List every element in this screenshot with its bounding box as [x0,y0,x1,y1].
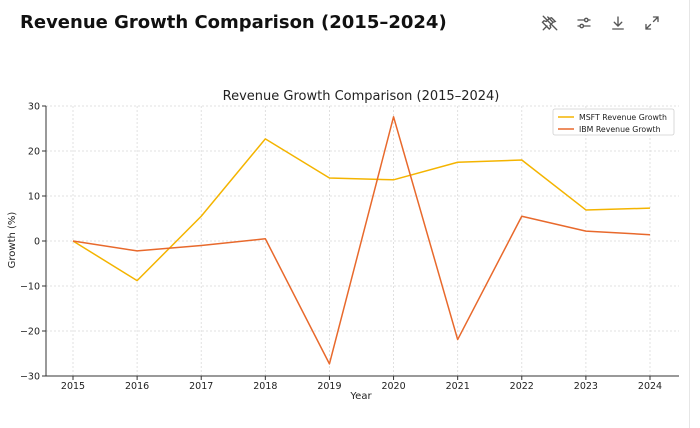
series-lines [72,116,651,365]
x-tick-label: 2021 [446,381,470,392]
series-line-ibm [72,116,651,365]
chart-toolbar [540,13,662,33]
x-tick-label: 2023 [574,381,598,392]
legend: MSFT Revenue Growth IBM Revenue Growth [552,108,675,136]
series-line-msft [72,138,651,282]
x-tick-label: 2019 [317,381,341,392]
y-tick-label: 20 [28,147,40,158]
x-tick-label: 2022 [510,381,534,392]
expand-button[interactable] [642,13,662,33]
x-tick-label: 2020 [381,381,405,392]
y-tick-label: −30 [20,372,40,383]
axes: 2015 2016 2017 2018 2019 2020 2021 2022 2023 2024… [20,102,679,392]
x-tick-label: 2018 [253,381,277,392]
y-tick-label: −20 [20,327,40,338]
x-tick-label: 2015 [61,381,85,392]
legend-label: MSFT Revenue Growth [579,113,667,122]
page-title: Revenue Growth Comparison (2015–2024) [20,12,447,33]
y-tick-label: 30 [28,102,40,113]
y-tick-label: 0 [34,237,40,248]
legend-label: IBM Revenue Growth [579,125,661,134]
download-button[interactable] [608,13,628,33]
legend-box [552,108,675,136]
expand-icon [645,16,659,30]
x-tick-label: 2017 [189,381,213,392]
y-axis-label: Growth (%) [7,212,18,269]
x-axis-label: Year [349,391,372,402]
chart-title: Revenue Growth Comparison (2015–2024) [223,89,500,104]
unpin-button[interactable] [540,13,560,33]
x-tick-label: 2016 [125,381,149,392]
unpin-icon [541,15,558,31]
download-icon [612,16,624,30]
settings-button[interactable] [574,13,594,33]
y-tick-label: 10 [28,192,40,203]
x-tick-label: 2024 [638,381,662,392]
grid-lines [46,105,679,377]
y-tick-label: −10 [20,282,40,293]
settings-sliders-icon [577,17,591,29]
